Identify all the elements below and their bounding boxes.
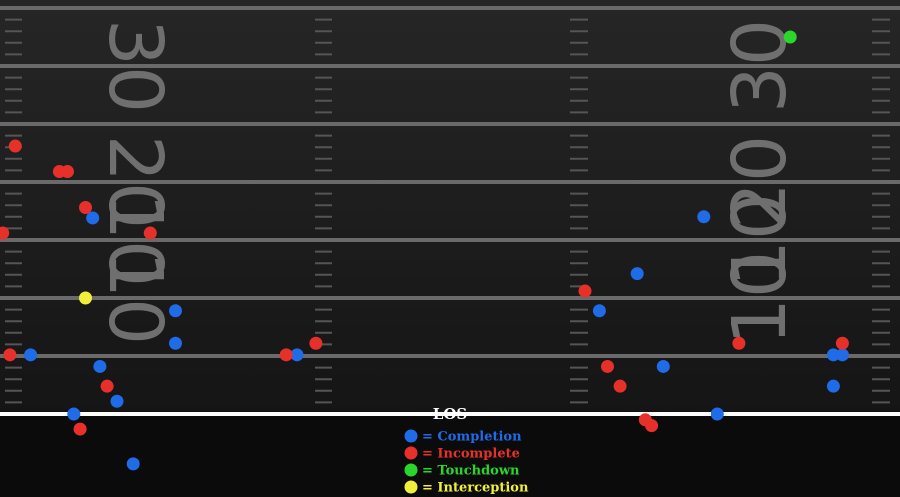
completion-point (110, 394, 124, 408)
field-background (0, 0, 900, 414)
legend-label: = Touchdown (422, 464, 520, 479)
completion-point (169, 336, 182, 350)
incomplete-point (279, 348, 293, 362)
touchdown-point (783, 30, 797, 44)
incomplete-point (578, 284, 592, 298)
legend-swatch (404, 446, 418, 460)
legend: = Completion = Incomplete = Touchdown = Int… (404, 429, 529, 496)
completion-point (592, 304, 606, 318)
legend-label: = Completion (422, 430, 522, 445)
legend-swatch (404, 429, 418, 443)
incomplete-point (601, 359, 614, 373)
yard-number-right: 10 (717, 193, 803, 287)
legend-label: = Incomplete (422, 447, 520, 462)
yard-number-left: 20 (92, 135, 178, 229)
yard-number-left: 30 (92, 19, 178, 113)
completion-point (697, 210, 711, 224)
completion-point (826, 348, 840, 362)
incomplete-point (143, 226, 157, 240)
incomplete-point (0, 226, 10, 240)
completion-point (169, 304, 182, 318)
legend-label: = Interception (422, 481, 529, 496)
completion-point (24, 348, 38, 362)
incomplete-point (645, 419, 659, 433)
pass-points (0, 30, 849, 471)
yard-number-right: 20 (717, 135, 803, 229)
completion-point (710, 407, 724, 421)
completion-point (630, 267, 644, 281)
yard-number-right: 10 (717, 251, 803, 345)
legend-swatch (404, 463, 418, 477)
incomplete-point (3, 348, 17, 362)
yard-number-left: 10 (92, 193, 178, 287)
completion-point (126, 457, 140, 471)
completion-point (656, 359, 670, 373)
completion-point (826, 379, 840, 393)
yard-grid (0, 6, 900, 404)
backfield-area (0, 416, 900, 497)
incomplete-point (79, 201, 92, 215)
incomplete-point (613, 379, 627, 393)
completion-point (86, 211, 100, 225)
incomplete-point (309, 336, 323, 350)
incomplete-point (61, 165, 74, 179)
incomplete-point (73, 422, 87, 436)
incomplete-point (8, 139, 22, 153)
yard-number-left: 10 (92, 251, 178, 345)
incomplete-point (100, 379, 114, 393)
interception-point (79, 291, 92, 305)
completion-point (290, 348, 304, 362)
completion-point (67, 407, 81, 421)
legend-swatch (404, 480, 418, 494)
completion-point (835, 348, 849, 362)
completion-point (93, 359, 107, 373)
los-label: LOS (433, 405, 467, 423)
incomplete-point (835, 336, 849, 350)
incomplete-point (732, 336, 746, 350)
